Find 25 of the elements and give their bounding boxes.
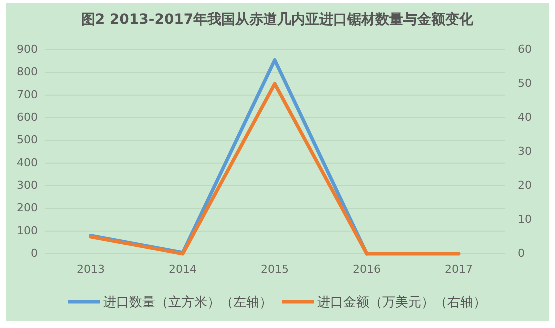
y2-tick-label: 60 (518, 43, 532, 56)
chart-title: 图2 2013-2017年我国从赤道几内亚进口锯材数量与金额变化 (81, 10, 475, 28)
y-tick-label: 800 (17, 66, 38, 79)
y2-tick-label: 50 (518, 77, 532, 90)
legend-label: 进口金额（万美元）（右轴） (318, 294, 486, 311)
x-tick-label: 2017 (445, 263, 473, 276)
legend-label: 进口数量（立方米）（左轴） (104, 294, 272, 311)
x-tick-label: 2016 (353, 263, 381, 276)
y-tick-label: 700 (17, 88, 38, 102)
y-tick-label: 100 (17, 224, 38, 238)
y2-tick-label: 30 (518, 145, 532, 158)
y-tick-label: 900 (17, 43, 38, 56)
y2-tick-label: 0 (518, 247, 525, 260)
y-tick-label: 200 (17, 202, 38, 215)
y-tick-label: 0 (31, 247, 38, 260)
y2-tick-label: 40 (518, 111, 532, 124)
y2-tick-label: 10 (518, 213, 532, 226)
y-tick-label: 300 (17, 179, 38, 192)
y2-tick-label: 20 (518, 179, 532, 192)
x-tick-label: 2013 (77, 263, 105, 276)
x-tick-label: 2015 (261, 263, 289, 276)
y-tick-label: 600 (17, 111, 38, 124)
y-tick-label: 500 (17, 134, 38, 147)
x-tick-label: 2014 (169, 263, 197, 276)
y-tick-label: 400 (17, 156, 38, 170)
